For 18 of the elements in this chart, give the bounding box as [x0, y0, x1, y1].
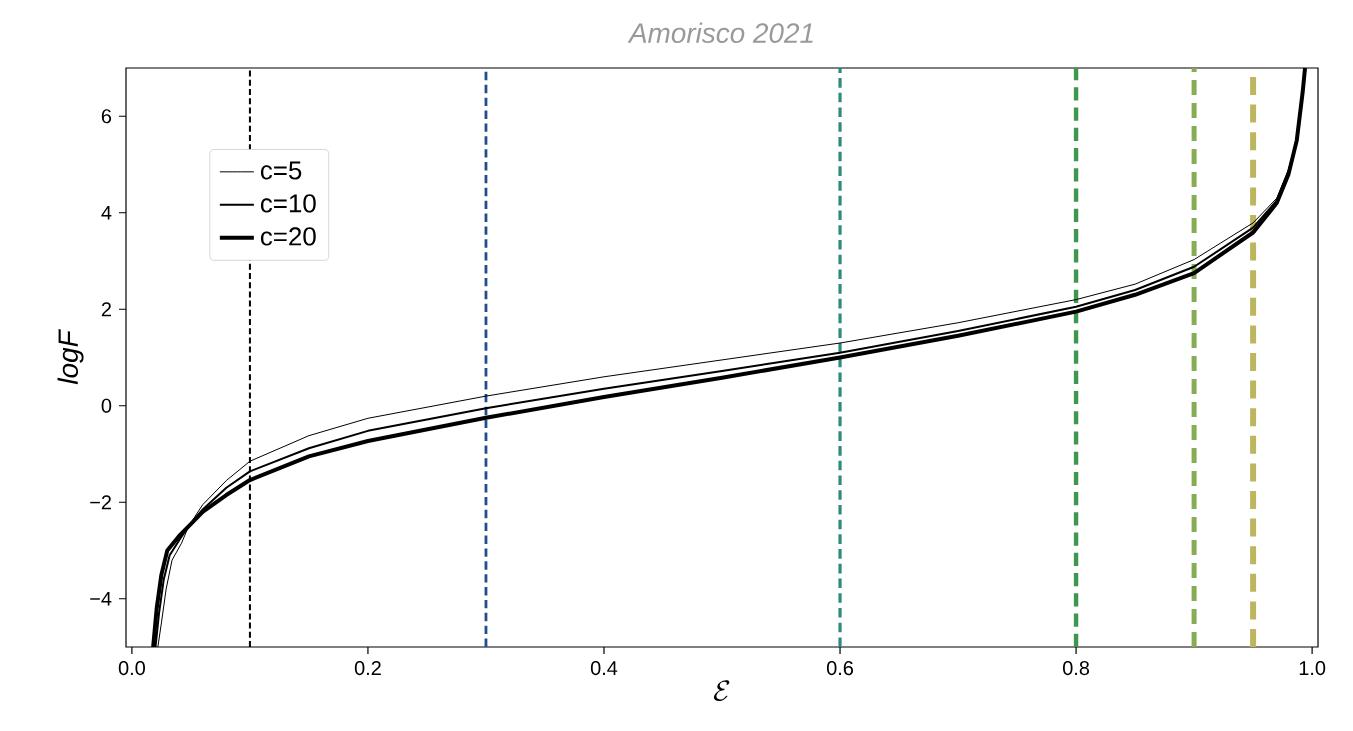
legend-label: c=10	[260, 194, 316, 213]
x-tick-label: 1.0	[1299, 661, 1326, 676]
x-axis-title: $\mathcal{E}$	[713, 680, 730, 702]
y-tick-label: 6	[101, 109, 112, 124]
x-tick-label: 0.2	[354, 661, 381, 676]
chart-title: Amorisco 2021	[627, 22, 813, 43]
y-tick-label: 4	[101, 205, 112, 220]
x-tick-label: 0.8	[1063, 661, 1090, 676]
legend-label: c=5	[260, 161, 302, 180]
x-tick-label: 0.0	[118, 661, 145, 676]
y-tick-label: 0	[101, 398, 112, 413]
x-tick-label: 0.6	[826, 661, 854, 676]
y-tick-label: −4	[90, 591, 112, 606]
x-tick-label: 0.4	[590, 661, 618, 676]
y-axis-title: logF	[57, 329, 84, 385]
y-tick-label: 2	[101, 302, 111, 317]
legend-label: c=20	[260, 227, 316, 246]
y-tick-label: −2	[90, 495, 111, 510]
